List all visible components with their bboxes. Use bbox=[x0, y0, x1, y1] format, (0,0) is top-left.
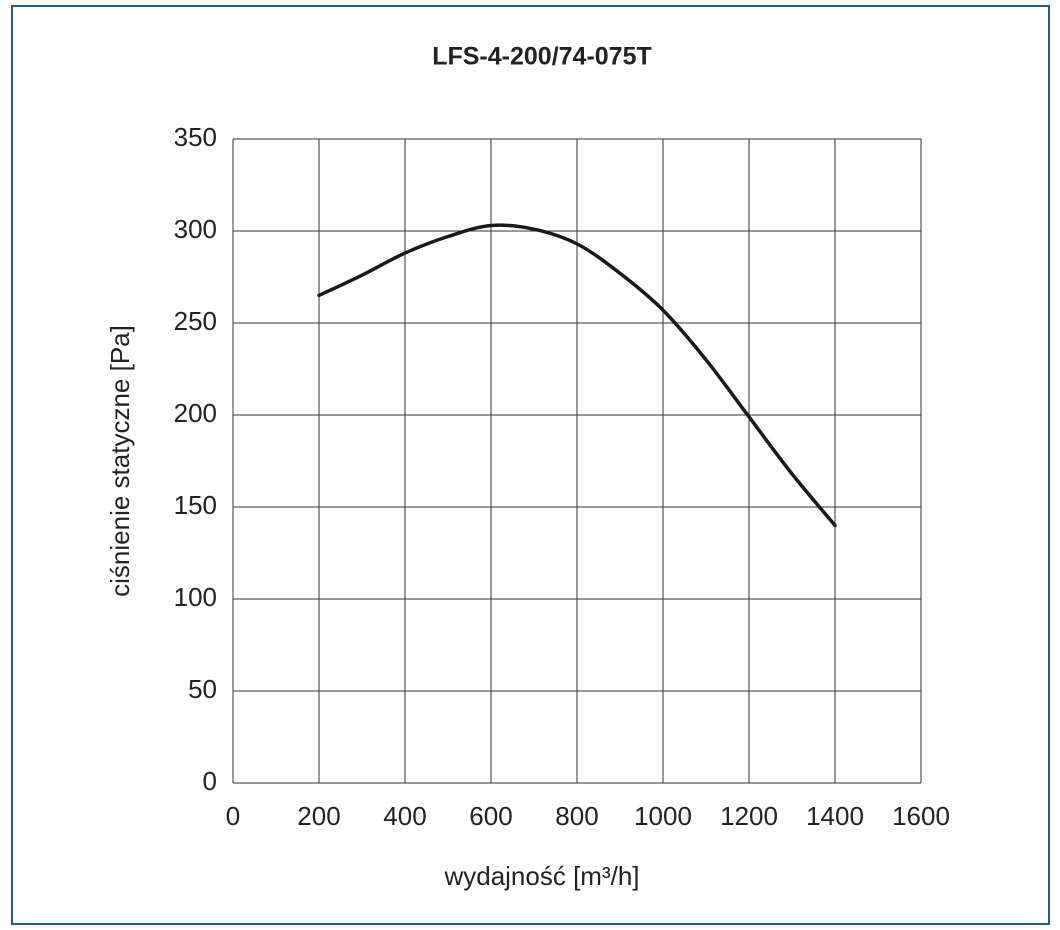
x-tick-label: 800 bbox=[555, 801, 598, 831]
y-tick-label: 50 bbox=[188, 674, 217, 704]
x-tick-label: 400 bbox=[383, 801, 426, 831]
y-tick-label: 0 bbox=[203, 766, 217, 796]
y-tick-label: 100 bbox=[174, 582, 217, 612]
x-tick-label: 1400 bbox=[806, 801, 864, 831]
x-tick-label: 200 bbox=[297, 801, 340, 831]
y-tick-label: 150 bbox=[174, 490, 217, 520]
y-tick-label: 350 bbox=[174, 122, 217, 152]
x-tick-label: 0 bbox=[226, 801, 240, 831]
x-tick-label: 600 bbox=[469, 801, 512, 831]
x-tick-label: 1600 bbox=[892, 801, 950, 831]
curve bbox=[317, 223, 837, 528]
frame bbox=[11, 5, 1050, 925]
x-tick-label: 1000 bbox=[634, 801, 692, 831]
y-axis-label: ciśnienie statyczne [Pa] bbox=[105, 325, 135, 597]
y-tick-label: 300 bbox=[174, 214, 217, 244]
chart-title: LFS-4-200/74-075T bbox=[432, 43, 652, 71]
y-tick-label: 200 bbox=[174, 398, 217, 428]
x-axis-label: wydajność [m³/h] bbox=[443, 861, 639, 891]
y-tick-label: 250 bbox=[174, 306, 217, 336]
x-tick-label: 1200 bbox=[720, 801, 778, 831]
